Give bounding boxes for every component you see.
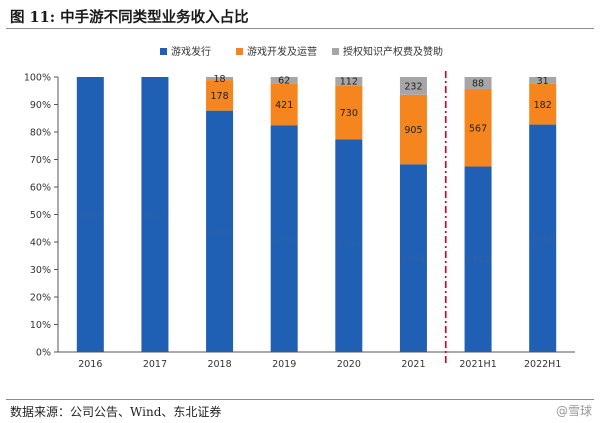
y-tick-label: 30% xyxy=(30,265,51,276)
bar-stack-2021: 2444 905 232 xyxy=(399,77,427,352)
bar-segment-0 xyxy=(270,125,298,352)
legend-label-2: 授权知识产权费及赞助 xyxy=(343,45,443,58)
bar-segment-2 xyxy=(529,77,557,84)
x-tick-label: 2022H1 xyxy=(524,359,561,370)
source-rule xyxy=(6,399,594,400)
bar-value-label: 62 xyxy=(278,76,290,87)
bar-value-label: 1357 xyxy=(466,255,490,266)
bar-stack-2019: 2255 421 62 xyxy=(270,76,298,352)
y-tick-label: 80% xyxy=(30,128,51,139)
bar-value-label: 2878 xyxy=(337,241,361,252)
y-tick-label: 60% xyxy=(30,183,51,194)
y-axis: 0% 10% 20% 30% 40% 50% 60% 70% 80% 90% 100% xyxy=(24,73,59,359)
legend-swatch-1 xyxy=(236,48,243,55)
bar-value-label: 1406 xyxy=(207,227,231,238)
bar-stack-2017: 1613 xyxy=(141,77,169,352)
bar-value-label: 232 xyxy=(404,81,422,92)
bar-segment-0 xyxy=(335,139,363,352)
legend-label-0: 游戏发行 xyxy=(171,45,211,58)
bar-value-label: 88 xyxy=(472,79,484,90)
bar-stack-2018: 1406 178 18 xyxy=(206,74,234,352)
x-tick-label: 2016 xyxy=(78,359,102,370)
bar-segment-1 xyxy=(464,89,492,167)
y-tick-label: 10% xyxy=(30,320,51,331)
bar-segment-0 xyxy=(529,124,557,352)
y-tick-label: 90% xyxy=(30,100,51,111)
x-tick-label: 2019 xyxy=(272,359,296,370)
bar-segment-1 xyxy=(335,85,363,140)
x-tick-label: 2020 xyxy=(337,359,361,370)
y-tick-label: 100% xyxy=(24,73,51,84)
bar-value-label: 730 xyxy=(340,108,358,119)
bar-segment-2 xyxy=(399,77,427,95)
bar-segment-1 xyxy=(206,80,234,111)
y-tick-label: 0% xyxy=(36,348,51,359)
x-tick-label: 2021H1 xyxy=(459,359,496,370)
bar-segment-0 xyxy=(464,166,492,352)
bar-stack-2022H1: 1018 182 31 xyxy=(529,76,557,352)
bar-value-label: 112 xyxy=(340,77,358,88)
bar-segment-0 xyxy=(76,77,104,352)
bar-value-label: 1613 xyxy=(143,210,167,221)
x-tick-label: 2017 xyxy=(143,359,167,370)
y-tick-label: 20% xyxy=(30,293,51,304)
bar-stack-2016: 1088 xyxy=(76,77,104,352)
bar-stack-2021H1: 1357 567 88 xyxy=(464,77,492,352)
x-tick-label: 2018 xyxy=(207,359,231,370)
legend-swatch-2 xyxy=(332,48,339,55)
bar-segment-2 xyxy=(270,77,298,84)
bar-segment-2 xyxy=(206,77,234,81)
bar-segment-2 xyxy=(335,77,363,86)
bar-stack-2020: 2878 730 112 xyxy=(335,77,363,352)
x-tick-label: 2021 xyxy=(401,359,425,370)
bar-segment-1 xyxy=(270,83,298,126)
y-tick-label: 50% xyxy=(30,210,51,221)
bar-value-label: 2255 xyxy=(272,234,296,245)
stacked-bar-chart: 游戏发行 游戏开发及运营 授权知识产权费及赞助 0% 10% 20% 30% 40% 50% 6… xyxy=(24,45,575,370)
legend-label-1: 游戏开发及运营 xyxy=(247,45,317,58)
bar-value-label: 905 xyxy=(404,125,422,136)
y-tick-label: 70% xyxy=(30,155,51,166)
bar-value-label: 18 xyxy=(214,74,226,85)
bar-segment-2 xyxy=(464,77,492,90)
bar-segment-1 xyxy=(529,83,557,125)
watermark: @雪球 xyxy=(555,404,592,418)
bar-value-label: 567 xyxy=(469,123,487,134)
legend-swatch-0 xyxy=(160,48,167,55)
bar-value-label: 31 xyxy=(537,76,549,87)
bar-value-label: 1088 xyxy=(78,210,102,221)
bar-value-label: 182 xyxy=(534,100,552,111)
y-tick-label: 40% xyxy=(30,238,51,249)
bar-segment-1 xyxy=(399,94,427,165)
bar-segment-0 xyxy=(399,164,427,352)
bars-group: 1088 1613 1406 178 18 2255 421 62 2878 730 112 2444… xyxy=(76,74,557,352)
source-note: 数据来源：公司公告、Wind、东北证券 xyxy=(10,405,222,419)
bar-value-label: 178 xyxy=(210,91,228,102)
title-rule xyxy=(6,28,594,29)
bar-segment-0 xyxy=(141,77,169,352)
chart-legend: 游戏发行 游戏开发及运营 授权知识产权费及赞助 xyxy=(160,45,443,58)
bar-value-label: 1018 xyxy=(531,234,555,245)
bar-value-label: 2444 xyxy=(401,254,425,265)
bar-value-label: 421 xyxy=(275,100,293,111)
x-axis: 2016 2017 2018 2019 2020 2021 2021H1 2022H1 xyxy=(58,71,575,370)
figure-title: 图 11: 中手游不同类型业务收入占比 xyxy=(10,9,249,26)
bar-segment-0 xyxy=(206,110,234,352)
